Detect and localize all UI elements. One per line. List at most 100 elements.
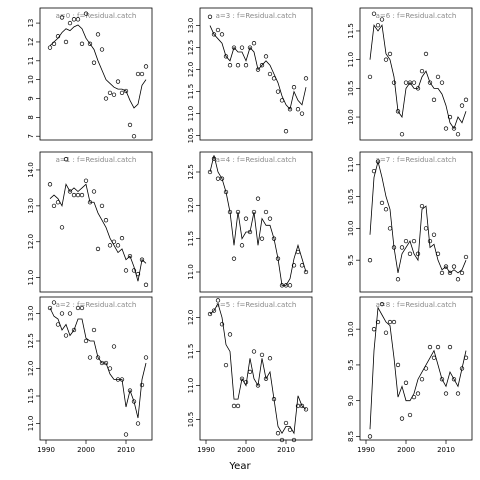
data-point bbox=[299, 403, 305, 409]
x-tick-label: 1990 bbox=[357, 446, 375, 454]
panel-title: a=6 : f=Residual.catch bbox=[376, 12, 457, 20]
data-point bbox=[399, 416, 405, 421]
data-point bbox=[267, 356, 273, 361]
data-point bbox=[447, 114, 453, 120]
data-point bbox=[223, 54, 229, 59]
data-point bbox=[135, 71, 141, 77]
data-point bbox=[75, 305, 81, 311]
y-tick-label: 13 bbox=[27, 19, 35, 28]
y-tick-label: 13.0 bbox=[27, 306, 35, 322]
data-point bbox=[451, 377, 457, 382]
data-point bbox=[71, 192, 77, 198]
data-point bbox=[143, 64, 149, 69]
panel: a=5 : f=Residual.catch 10.5 11.0 11.5 12.0 19… bbox=[187, 296, 313, 454]
data-point bbox=[59, 311, 65, 316]
data-point bbox=[107, 243, 113, 248]
data-point bbox=[379, 17, 385, 22]
data-point bbox=[263, 54, 269, 59]
data-point bbox=[139, 71, 145, 77]
data-point bbox=[367, 434, 373, 439]
panel-title: a=0 : f=Residual.catch bbox=[56, 12, 137, 20]
data-point bbox=[67, 20, 73, 26]
data-point bbox=[95, 246, 101, 252]
data-point bbox=[439, 270, 445, 276]
y-tick-label: 8 bbox=[27, 115, 35, 119]
data-point bbox=[83, 338, 89, 344]
panel-frame bbox=[199, 296, 313, 441]
data-point bbox=[71, 327, 77, 333]
y-tick-label: 9.5 bbox=[347, 255, 355, 266]
fitted-line bbox=[49, 183, 147, 282]
data-point bbox=[123, 432, 129, 437]
data-point bbox=[375, 159, 381, 164]
data-point bbox=[287, 283, 293, 288]
data-point bbox=[403, 380, 409, 385]
data-point bbox=[415, 391, 421, 396]
data-point bbox=[455, 277, 461, 282]
data-point bbox=[299, 111, 305, 116]
data-point bbox=[63, 39, 69, 45]
data-point bbox=[219, 32, 225, 37]
data-point bbox=[251, 349, 257, 354]
panel: a=4 : f=Residual.catch 11.0 11.5 12.0 12.5 bbox=[187, 151, 313, 293]
data-point bbox=[443, 391, 449, 396]
data-point bbox=[207, 169, 213, 175]
data-point bbox=[407, 251, 413, 256]
y-tick-label: 9.0 bbox=[347, 395, 355, 406]
data-point bbox=[123, 268, 129, 273]
y-tick-label: 10 bbox=[27, 75, 35, 84]
data-point bbox=[143, 282, 149, 287]
data-point bbox=[79, 41, 85, 46]
data-point bbox=[91, 327, 97, 333]
data-point bbox=[83, 178, 89, 183]
data-point bbox=[403, 80, 409, 85]
panel-frame bbox=[39, 7, 153, 141]
data-point bbox=[215, 176, 221, 181]
data-point bbox=[439, 80, 445, 85]
data-point bbox=[215, 298, 221, 303]
data-point bbox=[399, 245, 405, 250]
panel-frame bbox=[359, 151, 473, 293]
data-point bbox=[103, 96, 109, 101]
data-point bbox=[227, 332, 233, 337]
data-point bbox=[215, 27, 221, 33]
x-tick-label: 1990 bbox=[37, 446, 55, 454]
data-point bbox=[435, 74, 441, 80]
data-point bbox=[275, 431, 281, 436]
data-point bbox=[99, 203, 105, 208]
data-point bbox=[79, 192, 85, 198]
data-point bbox=[59, 15, 65, 20]
data-point bbox=[75, 192, 81, 198]
panel-frame bbox=[359, 7, 473, 141]
panel-frame bbox=[39, 151, 153, 293]
y-tick-label: 9.5 bbox=[347, 359, 355, 370]
data-point bbox=[395, 362, 401, 368]
data-point bbox=[59, 225, 65, 230]
y-tick-label: 11.0 bbox=[347, 52, 355, 68]
y-tick-label: 10.5 bbox=[347, 189, 355, 205]
data-point bbox=[419, 203, 425, 209]
data-point bbox=[447, 270, 453, 276]
panel-title: a=8 : f=Residual.catch bbox=[376, 301, 457, 309]
data-point bbox=[447, 344, 453, 350]
data-point bbox=[99, 47, 105, 52]
data-point bbox=[367, 258, 373, 263]
y-tick-label: 8.5 bbox=[347, 431, 355, 442]
data-point bbox=[259, 236, 265, 241]
data-point bbox=[303, 269, 309, 275]
data-point bbox=[443, 264, 449, 269]
y-tick-label: 11.5 bbox=[187, 344, 195, 360]
data-point bbox=[455, 391, 461, 396]
data-point bbox=[207, 311, 213, 317]
data-point bbox=[51, 203, 57, 208]
data-point bbox=[451, 126, 457, 131]
data-point bbox=[47, 305, 53, 311]
data-point bbox=[119, 90, 125, 96]
panel: a=1 : f=Residual.catch 11.0 12.0 13.0 14.0 bbox=[27, 151, 153, 293]
x-tick-label: 2000 bbox=[77, 446, 95, 454]
data-point bbox=[443, 126, 449, 131]
y-tick-label: 10.0 bbox=[347, 221, 355, 237]
data-point bbox=[391, 319, 397, 325]
data-point bbox=[219, 322, 225, 327]
data-point bbox=[207, 14, 213, 19]
